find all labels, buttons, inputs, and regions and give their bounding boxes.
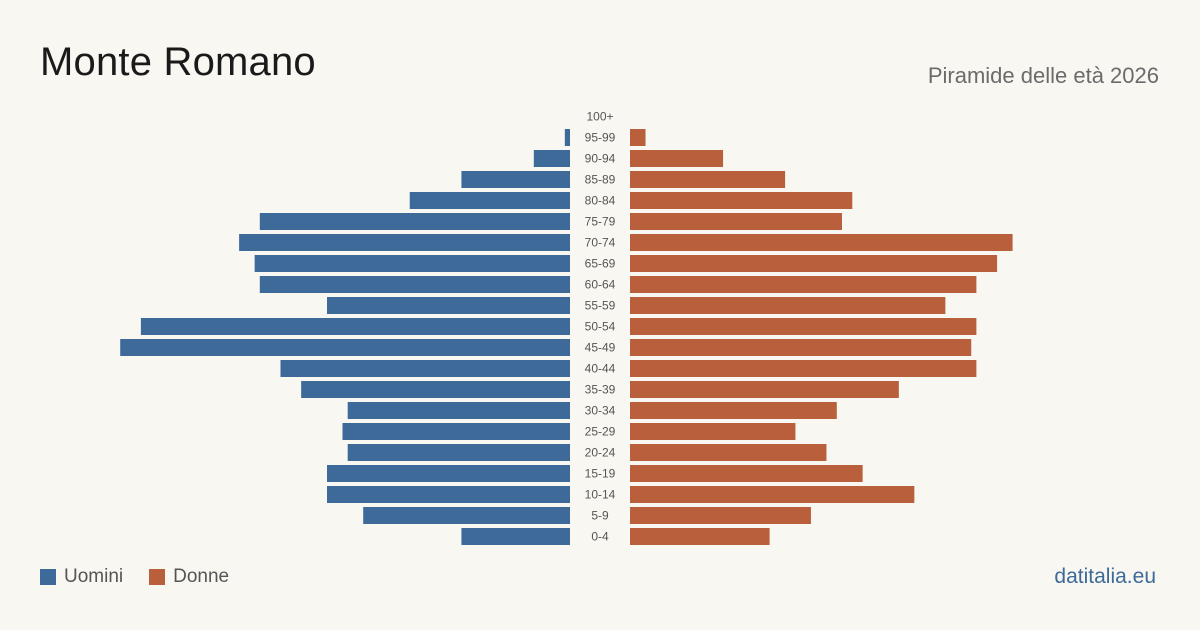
bar-women-70-74 (630, 234, 1013, 251)
bar-women-5-9 (630, 507, 811, 524)
age-label-75-79: 75-79 (585, 215, 616, 229)
age-label-85-89: 85-89 (585, 173, 616, 187)
age-label-15-19: 15-19 (585, 467, 616, 481)
age-label-80-84: 80-84 (585, 194, 616, 208)
age-label-5-9: 5-9 (591, 509, 609, 523)
age-label-60-64: 60-64 (585, 278, 616, 292)
bar-men-30-34 (347, 402, 570, 419)
source-link[interactable]: datitalia.eu (1054, 565, 1156, 588)
legend-item-men: Uomini (40, 566, 123, 588)
bar-women-15-19 (630, 465, 863, 482)
bar-women-65-69 (630, 255, 998, 272)
bar-women-55-59 (630, 297, 946, 314)
bar-women-40-44 (630, 360, 977, 377)
bar-men-75-79 (259, 213, 570, 230)
bar-women-90-94 (630, 150, 724, 167)
bar-men-90-94 (533, 150, 570, 167)
bar-men-50-54 (140, 318, 570, 335)
legend-swatch-women (149, 569, 166, 585)
bar-women-75-79 (630, 213, 842, 230)
age-label-55-59: 55-59 (585, 299, 616, 313)
bar-women-35-39 (630, 381, 899, 398)
bar-men-65-69 (254, 255, 570, 272)
age-label-0-4: 0-4 (591, 530, 609, 544)
age-label-40-44: 40-44 (585, 362, 616, 376)
bar-men-60-64 (259, 276, 570, 293)
legend-label-men: Uomini (64, 566, 124, 587)
age-label-95-99: 95-99 (585, 131, 616, 145)
men-bars-group (120, 129, 571, 545)
legend-item-women: Donne (149, 566, 229, 588)
age-label-25-29: 25-29 (585, 425, 616, 439)
bar-men-10-14 (327, 486, 570, 503)
bar-women-95-99 (630, 129, 646, 146)
bar-women-45-49 (630, 339, 972, 356)
bar-women-30-34 (630, 402, 837, 419)
bar-women-10-14 (630, 486, 915, 503)
bar-women-50-54 (630, 318, 977, 335)
bar-women-20-24 (630, 444, 827, 461)
age-label-45-49: 45-49 (585, 341, 616, 355)
bar-men-85-89 (461, 171, 570, 188)
bar-women-25-29 (630, 423, 796, 440)
bar-men-20-24 (347, 444, 570, 461)
chart-subtitle: Piramide delle età 2026 (927, 63, 1159, 88)
bar-women-60-64 (630, 276, 977, 293)
age-label-35-39: 35-39 (585, 383, 616, 397)
age-label-20-24: 20-24 (585, 446, 616, 460)
bar-men-95-99 (564, 129, 570, 146)
legend: Uomini Donne (40, 566, 255, 588)
women-bars-group (630, 129, 1013, 545)
legend-label-women: Donne (173, 566, 230, 587)
bar-women-0-4 (630, 528, 770, 545)
age-label-10-14: 10-14 (585, 488, 616, 502)
bar-women-85-89 (630, 171, 786, 188)
age-label-50-54: 50-54 (585, 320, 616, 334)
bar-men-0-4 (461, 528, 570, 545)
age-label-30-34: 30-34 (585, 404, 616, 418)
legend-swatch-men (40, 569, 56, 585)
age-label-100plus: 100+ (586, 110, 613, 124)
bar-men-35-39 (301, 381, 570, 398)
chart-title: Monte Romano (40, 40, 316, 84)
age-labels-group: 100+ 95-99 90-94 85-89 80-84 75-79 70-74 65-69 6… (585, 110, 616, 544)
bar-men-70-74 (239, 234, 570, 251)
bar-men-5-9 (363, 507, 570, 524)
bar-men-25-29 (342, 423, 570, 440)
age-label-90-94: 90-94 (585, 152, 616, 166)
age-label-70-74: 70-74 (585, 236, 616, 250)
age-label-65-69: 65-69 (585, 257, 616, 271)
bar-women-80-84 (630, 192, 853, 209)
bar-men-40-44 (280, 360, 570, 377)
bar-men-15-19 (327, 465, 570, 482)
bar-men-55-59 (327, 297, 570, 314)
bar-men-80-84 (409, 192, 570, 209)
bar-men-45-49 (120, 339, 571, 356)
